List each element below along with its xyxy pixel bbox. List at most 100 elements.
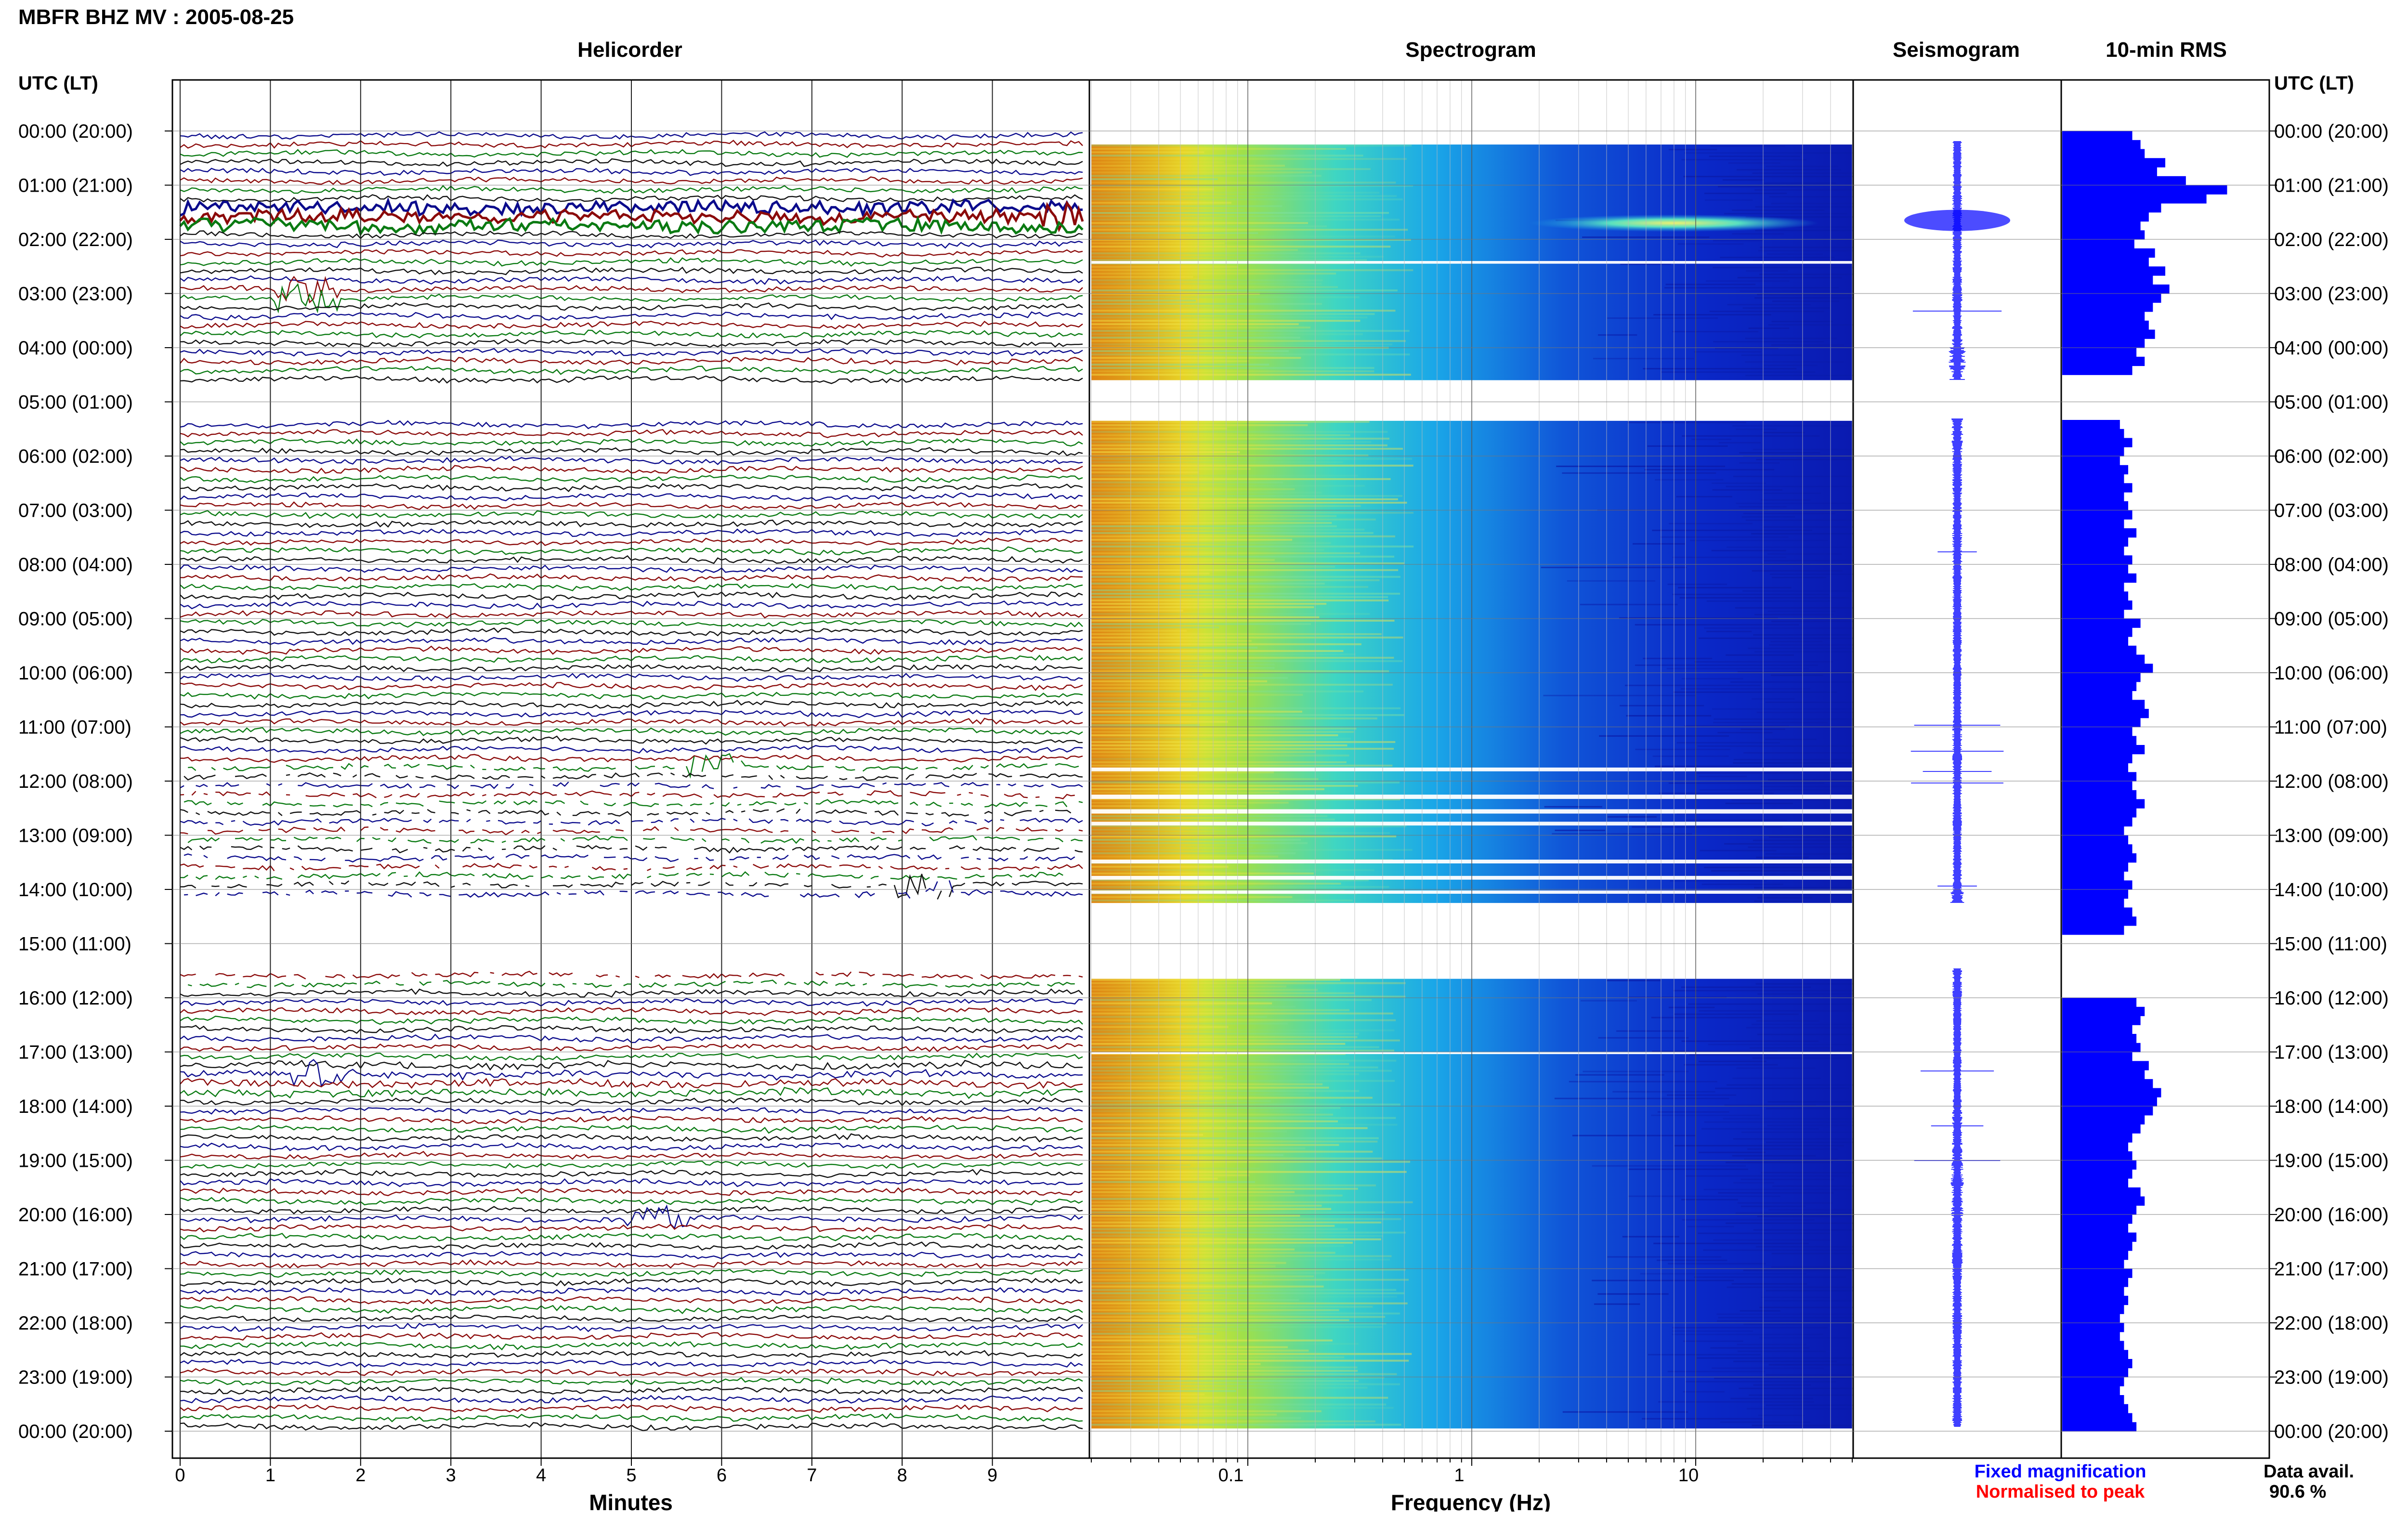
- spectrogram-streak: [1712, 482, 1767, 484]
- rms-bar: [2062, 1187, 2141, 1197]
- rms-bar: [2062, 1178, 2128, 1188]
- spectrogram-streak: [1091, 225, 1327, 228]
- spectrogram-streak: [1091, 202, 1231, 204]
- spectrogram-streak: [1091, 501, 1407, 504]
- spectrogram-streak: [1091, 727, 1357, 730]
- spectrogram-streak: [1713, 341, 1824, 343]
- spectrogram-streak: [1091, 454, 1369, 457]
- spectrogram-streak: [1091, 784, 1358, 787]
- spectrogram-streak: [1091, 1282, 1263, 1284]
- spectrogram-streak: [1657, 1259, 1727, 1261]
- time-label-left: 04:00 (00:00): [18, 338, 133, 359]
- spectrogram-streak: [1652, 755, 1729, 757]
- spectrogram-streak: [1091, 266, 1239, 268]
- spectrogram-streak: [1091, 1208, 1332, 1210]
- spectrogram-streak: [1701, 883, 1784, 885]
- rms-bar: [2062, 158, 2165, 168]
- spectrogram-streak: [1091, 838, 1301, 841]
- spectrogram-streak: [1741, 1205, 1806, 1207]
- spectrogram-streak: [1091, 273, 1336, 275]
- time-label-left: 11:00 (07:00): [18, 717, 131, 738]
- spectrogram-streak: [1091, 1171, 1407, 1173]
- spectrogram-streak: [1091, 1046, 1379, 1048]
- spectrogram-streak: [1746, 270, 1788, 272]
- spectrogram-streak: [1091, 498, 1398, 500]
- rms-bar: [2062, 745, 2145, 755]
- spectrogram-streak: [1699, 789, 1832, 791]
- rms-bar: [2062, 1088, 2161, 1097]
- spectrogram-streak: [1761, 499, 1811, 501]
- spectrogram-streak: [1091, 1336, 1197, 1338]
- spectrogram-streak: [1091, 855, 1279, 858]
- spectrogram-streak: [1680, 688, 1810, 690]
- spectrogram-streak: [1091, 589, 1236, 591]
- spectrogram-streak: [1091, 606, 1314, 608]
- spectrogram-streak: [1733, 475, 1852, 477]
- rms-bar: [2062, 790, 2137, 800]
- spectrogram-streak: [1091, 1012, 1393, 1015]
- spectrogram-streak: [1091, 1009, 1349, 1011]
- spectrogram-streak: [1091, 437, 1390, 440]
- spectrogram-streak: [1091, 673, 1203, 676]
- spectrogram-streak: [1091, 511, 1413, 514]
- time-label-left: 06:00 (02:00): [18, 446, 133, 467]
- rms-bar: [2062, 456, 2120, 466]
- seismogram-trace: [1911, 141, 2004, 1427]
- spectrogram-streak: [1699, 1010, 1869, 1012]
- rms-bar: [2062, 339, 2145, 348]
- spectrogram-streak: [1091, 242, 1225, 245]
- spectrogram-streak: [1757, 897, 1813, 899]
- spectrogram-streak: [1091, 528, 1365, 531]
- spectrogram-streak: [1771, 321, 1833, 323]
- rms-bar: [2062, 1359, 2133, 1369]
- rms-bar: [2062, 329, 2155, 339]
- spectrogram-streak: [1732, 425, 1886, 427]
- helicorder-tick-label: 8: [897, 1465, 907, 1486]
- rms-bar: [2062, 438, 2133, 447]
- spectrogram-streak: [1091, 1295, 1397, 1298]
- spectrogram-streak: [1091, 979, 1340, 981]
- time-label-right: 19:00 (15:00): [2274, 1150, 2389, 1172]
- spectrogram-streak: [1091, 1029, 1395, 1031]
- spectrogram-streak: [1091, 1363, 1261, 1365]
- spectrogram-streak: [1760, 863, 1803, 865]
- helicorder-trace: [180, 817, 1083, 826]
- rms-bar: [2062, 1241, 2133, 1251]
- spectrogram-streak: [1753, 839, 1932, 841]
- spectrogram-streak: [1701, 1128, 1819, 1130]
- spectrogram-streak: [1691, 438, 1732, 440]
- time-label-right: 16:00 (12:00): [2274, 988, 2389, 1009]
- time-label-right: 21:00 (17:00): [2274, 1259, 2389, 1280]
- spectrogram-streak: [1091, 303, 1322, 305]
- spectrogram-streak: [1700, 849, 1777, 851]
- spectrogram-streak: [1091, 1258, 1390, 1261]
- time-label-right: 05:00 (01:00): [2274, 392, 2389, 413]
- spectrogram-streak: [1091, 599, 1389, 601]
- spectrogram-streak: [1769, 893, 1910, 895]
- spectrogram-streak: [1648, 1354, 1761, 1356]
- spectrogram-streak: [1091, 1032, 1359, 1035]
- spectrogram-streak: [1091, 542, 1331, 544]
- spectrogram-streak: [1091, 693, 1303, 696]
- spectrogram-streak: [1769, 196, 1909, 198]
- rms-bar: [2062, 826, 2124, 836]
- spectrogram-streak: [1766, 1141, 1921, 1143]
- spectrogram-streak: [1697, 745, 1871, 747]
- spectrogram-streak: [1746, 1408, 1892, 1410]
- spectrogram-streak: [1594, 1303, 1640, 1305]
- rms-bar: [2062, 1006, 2145, 1017]
- spectrogram-streak: [1091, 1373, 1397, 1375]
- spectrogram-streak: [1736, 169, 1841, 171]
- rms-bar: [2062, 998, 2137, 1007]
- spectrogram-streak: [1091, 484, 1365, 487]
- spectrogram-streak: [1575, 1074, 1664, 1076]
- spectrogram-streak: [1738, 671, 1889, 673]
- spectrogram-streak: [1091, 367, 1374, 369]
- spectrogram-streak: [1091, 741, 1396, 743]
- spectrogram-streak: [1714, 718, 1878, 720]
- spectrogram-streak: [1091, 232, 1258, 235]
- spectrogram-streak: [1768, 779, 1887, 781]
- spectrogram-streak: [1762, 526, 1858, 528]
- spectrogram-streak: [1091, 629, 1187, 632]
- seismogram-title: Seismogram: [1893, 38, 2020, 62]
